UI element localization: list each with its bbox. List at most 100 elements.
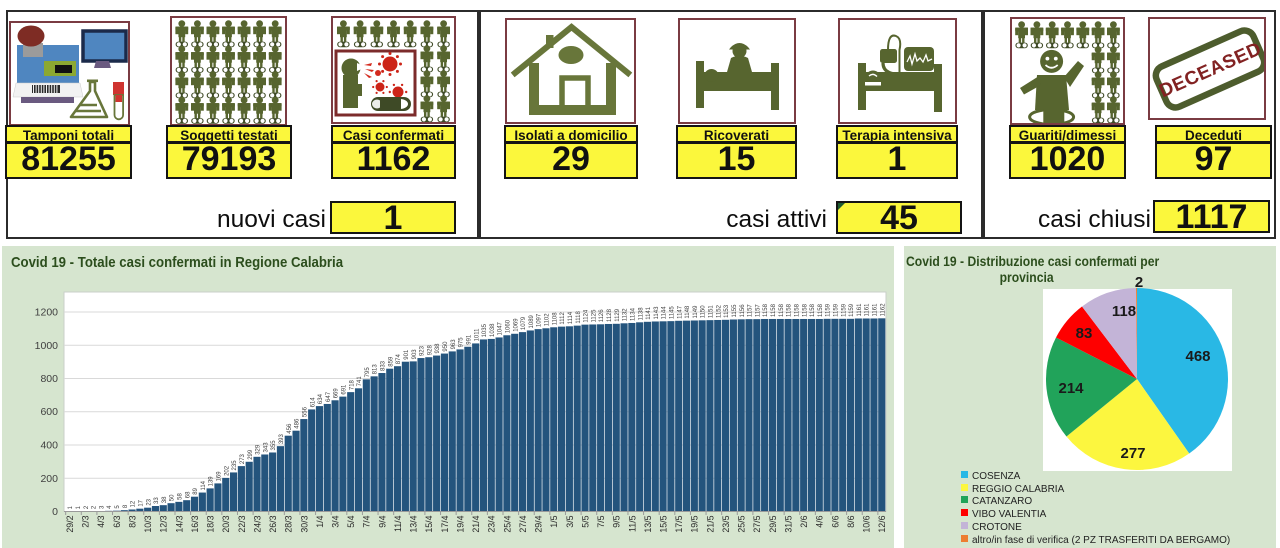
svg-text:169: 169 [217,471,223,482]
svg-text:29/2: 29/2 [65,515,75,532]
svg-text:200: 200 [40,473,58,485]
svg-text:15/4: 15/4 [424,515,434,532]
svg-text:1158: 1158 [787,303,793,317]
svg-text:901: 901 [404,349,410,360]
svg-text:14/3: 14/3 [174,515,184,532]
svg-text:2: 2 [84,505,90,509]
svg-text:31/5: 31/5 [783,515,793,532]
svg-text:1118: 1118 [576,311,582,324]
svg-text:1161: 1161 [873,303,879,317]
svg-text:1060: 1060 [506,319,512,333]
svg-text:1000: 1000 [35,340,59,352]
svg-text:3: 3 [99,505,105,509]
svg-text:1038: 1038 [490,323,496,337]
svg-text:950: 950 [443,341,449,352]
svg-text:1/4: 1/4 [315,515,325,527]
svg-text:600: 600 [40,406,58,418]
svg-text:813: 813 [373,364,379,375]
svg-text:456: 456 [287,423,293,434]
svg-text:1149: 1149 [693,305,699,319]
svg-text:1138: 1138 [638,307,644,321]
svg-text:5: 5 [115,505,121,509]
svg-text:23/4: 23/4 [487,515,497,532]
svg-text:1158: 1158 [771,303,777,317]
svg-text:2: 2 [92,505,98,509]
svg-text:647: 647 [326,391,332,402]
svg-text:50: 50 [170,494,176,501]
svg-text:1159: 1159 [826,303,832,317]
svg-text:343: 343 [263,442,269,453]
svg-text:11/5: 11/5 [627,515,637,532]
svg-text:3/5: 3/5 [565,515,575,527]
svg-text:556: 556 [302,406,308,417]
svg-text:355: 355 [271,440,277,451]
svg-text:2/6: 2/6 [799,515,809,527]
svg-text:1145: 1145 [670,306,676,320]
svg-text:1126: 1126 [599,309,605,323]
svg-text:1159: 1159 [841,303,847,317]
svg-text:0: 0 [52,506,58,518]
svg-text:1124: 1124 [584,309,590,323]
svg-text:17: 17 [138,499,144,506]
svg-text:614: 614 [310,397,316,408]
svg-text:669: 669 [334,388,340,399]
svg-text:923: 923 [420,345,426,356]
svg-text:486: 486 [295,418,301,429]
svg-text:25/4: 25/4 [502,515,512,532]
svg-text:975: 975 [459,337,465,348]
svg-text:1158: 1158 [810,303,816,317]
svg-text:1153: 1153 [724,304,730,318]
svg-text:139: 139 [209,476,215,487]
svg-text:963: 963 [451,339,457,350]
svg-text:393: 393 [279,433,285,444]
svg-text:1011: 1011 [474,328,480,342]
svg-text:1102: 1102 [545,313,551,327]
svg-text:1162: 1162 [880,303,886,317]
svg-text:10/6: 10/6 [862,515,872,532]
svg-text:1147: 1147 [677,305,683,319]
svg-text:214: 214 [1058,380,1084,397]
svg-text:718: 718 [349,379,355,390]
svg-text:1: 1 [68,505,74,509]
svg-text:68: 68 [185,491,191,498]
svg-text:2/3: 2/3 [81,515,91,527]
svg-text:20/3: 20/3 [221,515,231,532]
svg-text:1157: 1157 [755,304,761,318]
svg-text:1129: 1129 [615,308,621,322]
svg-text:1: 1 [76,505,82,509]
svg-text:13/4: 13/4 [409,515,419,532]
svg-text:7/5: 7/5 [596,515,606,527]
svg-text:8: 8 [123,504,129,508]
svg-text:58: 58 [178,493,184,500]
svg-text:800: 800 [40,373,58,385]
svg-text:795: 795 [365,367,371,378]
svg-text:1097: 1097 [537,313,543,327]
svg-text:277: 277 [1120,445,1145,462]
svg-text:903: 903 [412,349,418,360]
svg-text:24/3: 24/3 [252,515,262,532]
svg-text:1128: 1128 [607,308,613,322]
svg-text:1158: 1158 [818,303,824,317]
svg-text:299: 299 [248,449,254,460]
svg-text:19/4: 19/4 [455,515,465,532]
svg-text:634: 634 [318,393,324,404]
svg-text:833: 833 [381,360,387,371]
svg-text:741: 741 [357,376,363,387]
svg-text:1112: 1112 [560,312,566,325]
svg-text:9/5: 9/5 [612,515,622,527]
svg-text:4/6: 4/6 [815,515,825,527]
svg-text:468: 468 [1185,348,1210,365]
svg-text:27/4: 27/4 [518,515,528,532]
svg-text:1158: 1158 [779,303,785,317]
svg-text:1158: 1158 [802,303,808,317]
svg-text:10/3: 10/3 [143,515,153,532]
svg-text:29/5: 29/5 [768,515,778,532]
svg-text:6/3: 6/3 [112,515,122,527]
svg-text:938: 938 [435,343,441,354]
svg-text:19/5: 19/5 [690,515,700,532]
svg-text:1200: 1200 [35,307,59,319]
svg-text:1152: 1152 [716,304,722,318]
svg-text:691: 691 [342,384,348,395]
svg-text:17/4: 17/4 [440,515,450,532]
svg-text:11/4: 11/4 [393,515,403,532]
